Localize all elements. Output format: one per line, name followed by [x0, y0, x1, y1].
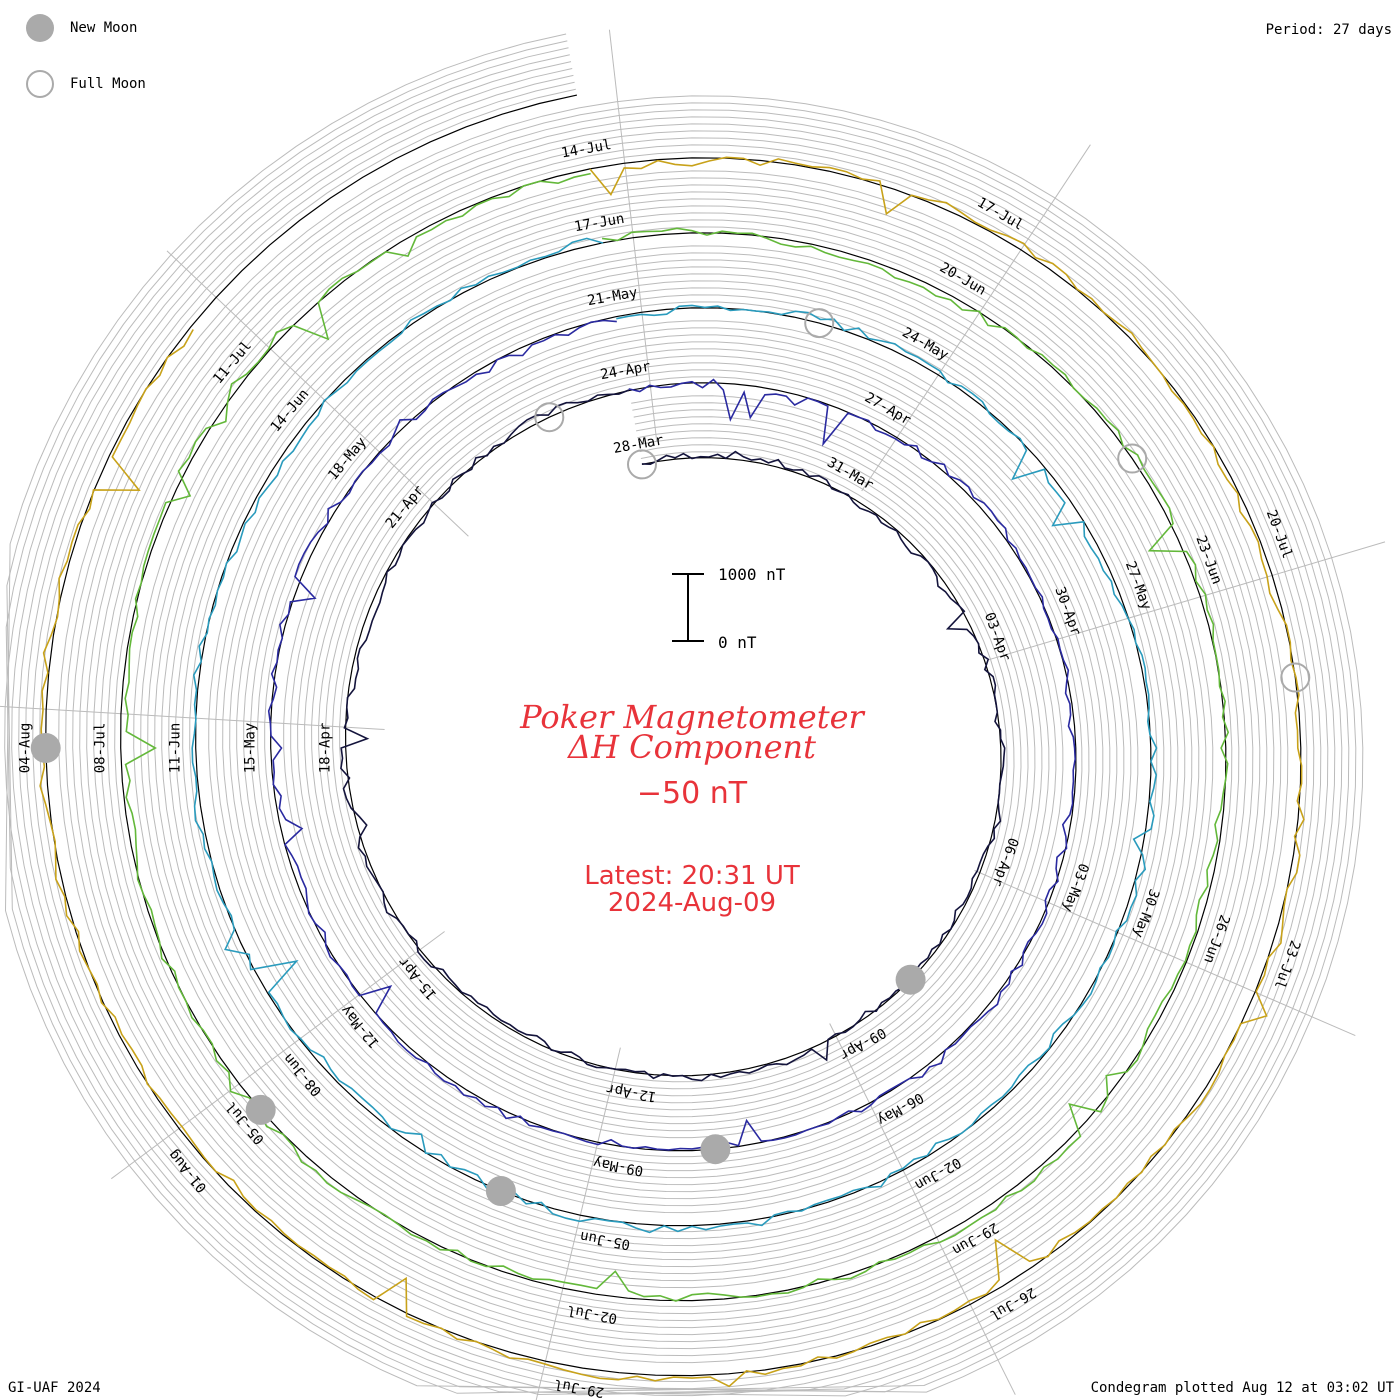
footer-plot-time: Condegram plotted Aug 12 at 03:02 UT — [1090, 1380, 1394, 1396]
chart-subtitle: ΔH Component — [566, 728, 816, 766]
date-label: 08-Jul — [93, 723, 109, 774]
date-label: 05-Jun — [579, 1228, 632, 1253]
full-moon-marker — [534, 402, 565, 433]
full-moon-marker — [627, 449, 657, 480]
date-label: 29-Jul — [553, 1376, 606, 1400]
date-label: 11-Jul — [210, 338, 255, 387]
baseline-label: −50 nT — [637, 776, 748, 811]
date-label: 08-Jun — [280, 1050, 325, 1099]
date-label: 12-Apr — [605, 1080, 658, 1105]
series-line-2 — [267, 319, 1077, 1151]
date-label: 23-Jun — [1192, 534, 1224, 587]
latest-date: 2024-Aug-09 — [608, 888, 776, 918]
series-line-1 — [340, 389, 1006, 1082]
date-label: 15-Apr — [395, 954, 440, 1003]
spoke-line — [0, 705, 385, 730]
date-label: 21-Apr — [383, 483, 428, 532]
period-label: Period: 27 days — [1265, 22, 1392, 38]
full-moon-marker — [804, 308, 835, 339]
spoke-layer — [0, 29, 1386, 1400]
grid-ring — [11, 61, 1336, 1396]
chart-title: Poker Magnetometer — [519, 698, 865, 736]
new-moon-marker — [30, 733, 61, 763]
grid-ring — [4, 33, 1364, 1393]
legend-full-moon: Full Moon — [26, 70, 146, 98]
date-label: 12-May — [338, 1002, 383, 1051]
date-label: 02-Jul — [566, 1302, 619, 1327]
footer-credit: GI-UAF 2024 — [8, 1380, 101, 1396]
date-label: 06-Apr — [989, 835, 1021, 888]
spoke-line — [166, 250, 469, 537]
date-label: 14-Jun — [268, 386, 313, 435]
date-label: 24-Apr — [599, 359, 652, 384]
date-label: 18-May — [325, 434, 370, 483]
date-label: 27-May — [1122, 559, 1154, 612]
scale-bar: 1000 nT 0 nT — [672, 565, 786, 652]
new-moon-marker — [700, 1134, 731, 1165]
series-line-5 — [39, 156, 1305, 1388]
scale-top-label: 1000 nT — [718, 565, 786, 584]
spoke-line — [987, 541, 1386, 661]
new-moon-marker — [485, 1176, 516, 1206]
date-label: 21-May — [586, 285, 639, 310]
spoke-line — [861, 144, 1091, 492]
grid-ring — [25, 74, 1322, 1397]
date-label: 14-Jul — [560, 137, 613, 162]
date-label: 18-Apr — [318, 723, 334, 774]
grid-ring — [5, 47, 1350, 1393]
grid-ring — [4, 54, 1343, 1397]
date-label: 20-Jul — [1263, 508, 1295, 561]
new-moon-label: New Moon — [70, 20, 138, 36]
latest-time: Latest: 20:31 UT — [584, 861, 800, 891]
spoke-line — [974, 870, 1356, 1037]
series-line-4 — [124, 172, 1230, 1302]
series-line-3 — [191, 237, 1158, 1234]
grid-ring — [18, 68, 1329, 1396]
full-moon-icon — [26, 70, 54, 98]
spoke-line — [829, 1023, 1016, 1395]
date-label: 11-Jun — [168, 723, 184, 774]
date-label: 01-Aug — [166, 1146, 211, 1195]
date-label: 03-Apr — [981, 610, 1013, 663]
grid-layer — [4, 33, 1364, 1397]
new-moon-icon — [26, 14, 54, 42]
spoke-line — [535, 1047, 621, 1400]
date-label: 26-Jun — [1200, 912, 1232, 965]
grid-ring — [39, 88, 1308, 1383]
full-moon-marker — [1280, 662, 1311, 693]
legend-new-moon: New Moon — [26, 14, 137, 42]
spoke-line — [608, 29, 658, 443]
date-label: 30-Apr — [1051, 585, 1083, 638]
date-label: 09-May — [592, 1154, 645, 1179]
spoke-line — [111, 931, 445, 1180]
date-label: 23-Jul — [1271, 938, 1303, 991]
date-label: 17-Jun — [573, 211, 626, 236]
series-layer — [39, 156, 1305, 1388]
full-moon-label: Full Moon — [70, 76, 146, 92]
grid-ring — [32, 81, 1315, 1390]
date-label: 04-Aug — [18, 723, 34, 774]
scale-bottom-label: 0 nT — [718, 633, 757, 652]
grid-ring — [6, 40, 1357, 1394]
date-label: 03-May — [1059, 861, 1091, 914]
new-moon-marker — [895, 964, 926, 995]
full-moon-marker — [1117, 443, 1148, 474]
moon-marker-layer — [30, 308, 1311, 1206]
new-moon-marker — [245, 1094, 276, 1125]
date-label: 28-Mar — [612, 432, 665, 457]
date-label: 15-May — [243, 723, 259, 774]
date-label: 30-May — [1130, 887, 1162, 940]
